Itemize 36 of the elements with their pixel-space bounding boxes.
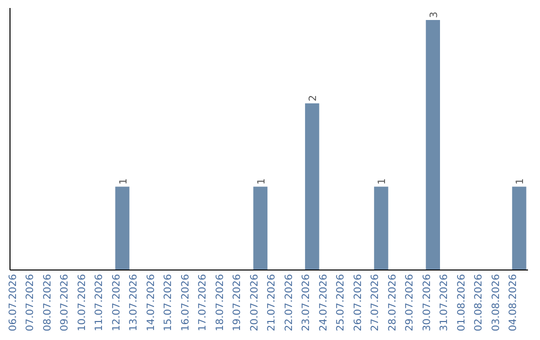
- x-tick-label: 21.07.2026: [266, 274, 278, 332]
- x-tick-label: 18.07.2026: [214, 274, 226, 332]
- data-label: 1: [377, 178, 388, 185]
- x-tick-label: 11.07.2026: [94, 274, 106, 332]
- x-tick-label: 16.07.2026: [180, 274, 192, 332]
- x-tick-label: 06.07.2026: [8, 274, 19, 332]
- x-tick-label: 26.07.2026: [352, 274, 364, 332]
- data-label: 1: [515, 178, 526, 185]
- x-tick-label: 01.08.2026: [456, 274, 468, 332]
- x-tick-label: 24.07.2026: [318, 274, 330, 332]
- x-tick-label: 22.07.2026: [284, 274, 295, 332]
- x-tick-label: 03.08.2026: [490, 274, 502, 332]
- x-tick-label: 08.07.2026: [42, 274, 54, 332]
- x-tick-label: 30.07.2026: [422, 274, 433, 332]
- x-tick-label: 31.07.2026: [439, 274, 450, 332]
- data-label: 1: [118, 178, 130, 185]
- x-tick-label: 13.07.2026: [128, 274, 140, 332]
- x-tick-label: 04.08.2026: [508, 274, 520, 332]
- data-label: 2: [308, 94, 320, 102]
- x-tick-label: 29.07.2026: [404, 274, 416, 332]
- x-tick-label: 07.07.2026: [25, 274, 36, 332]
- data-label: 1: [256, 178, 268, 185]
- x-tick-label: 15.07.2026: [163, 274, 174, 332]
- data-label: 3: [428, 12, 440, 18]
- x-tick-label: 17.07.2026: [198, 274, 209, 332]
- x-tick-label: 19.07.2026: [232, 274, 244, 332]
- x-tick-label: 14.07.2026: [146, 274, 157, 332]
- x-tick-label: 25.07.2026: [336, 274, 347, 332]
- x-tick-label: 10.07.2026: [76, 274, 88, 332]
- x-tick-label: 12.07.2026: [111, 274, 122, 332]
- x-tick-label: 28.07.2026: [387, 274, 398, 332]
- x-tick-label: 20.07.2026: [249, 274, 260, 332]
- x-tick-label: 02.08.2026: [474, 274, 485, 332]
- x-tick-label: 09.07.2026: [60, 274, 71, 332]
- x-tick-label: 27.07.2026: [370, 274, 382, 332]
- x-tick-label: 23.07.2026: [301, 274, 312, 332]
